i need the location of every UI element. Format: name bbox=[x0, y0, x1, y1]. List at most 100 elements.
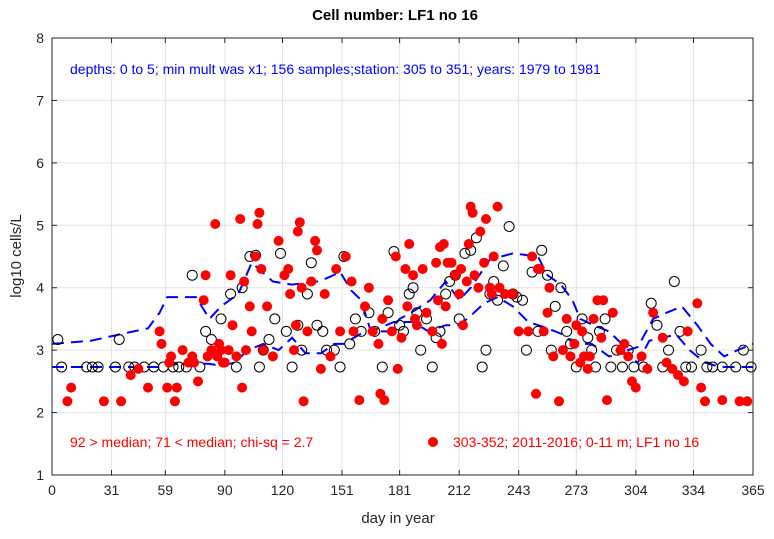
recent-point bbox=[298, 396, 309, 407]
historic-point bbox=[305, 257, 317, 269]
recent-point bbox=[237, 382, 248, 393]
recent-point bbox=[306, 276, 317, 287]
historic-point bbox=[334, 361, 346, 373]
recent-point bbox=[354, 395, 365, 406]
recent-point bbox=[396, 332, 407, 343]
recent-point bbox=[400, 264, 411, 274]
recent-point bbox=[602, 395, 612, 406]
y-tick-label: 8 bbox=[36, 30, 44, 46]
recent-point bbox=[440, 301, 451, 312]
historic-point bbox=[599, 313, 611, 325]
recent-point bbox=[561, 313, 572, 324]
chart-title: Cell number: LF1 no 16 bbox=[312, 7, 478, 24]
top-annotation: depths: 0 to 5; min mult was x1; 156 sam… bbox=[70, 61, 601, 77]
historic-point bbox=[344, 338, 356, 350]
x-tick-label: 365 bbox=[741, 482, 765, 498]
recent-point bbox=[523, 326, 534, 337]
historic-point bbox=[382, 307, 394, 319]
recent-point bbox=[479, 257, 490, 268]
historic-point bbox=[109, 361, 121, 373]
historic-point bbox=[403, 288, 415, 300]
recent-point bbox=[216, 345, 226, 356]
recent-point bbox=[223, 345, 234, 356]
y-tick-label: 1 bbox=[36, 467, 44, 483]
historic-point bbox=[663, 344, 674, 356]
historic-point bbox=[426, 361, 438, 373]
recent-point bbox=[315, 363, 326, 374]
recent-point bbox=[360, 301, 370, 312]
historic-point bbox=[616, 361, 628, 373]
historic-point bbox=[695, 344, 707, 356]
recent-point bbox=[348, 326, 359, 337]
recent-point bbox=[267, 351, 278, 362]
recent-point bbox=[569, 338, 580, 349]
historic-point bbox=[561, 325, 573, 337]
historic-point bbox=[459, 247, 471, 259]
historic-point bbox=[407, 282, 419, 294]
historic-point bbox=[480, 344, 492, 356]
historic-point bbox=[605, 361, 617, 373]
plot-frame bbox=[51, 37, 754, 476]
x-tick-label: 243 bbox=[507, 482, 531, 498]
recent-point bbox=[262, 301, 273, 312]
recent-point bbox=[171, 382, 182, 393]
recent-point bbox=[302, 326, 313, 337]
recent-point bbox=[292, 226, 303, 237]
legend-label: 303-352; 2011-2016; 0-11 m; LF1 no 16 bbox=[453, 434, 699, 450]
recent-point bbox=[392, 363, 403, 374]
recent-point bbox=[312, 245, 322, 256]
historic-point bbox=[286, 361, 298, 373]
recent-point bbox=[402, 301, 413, 312]
historic-point bbox=[92, 361, 104, 373]
recent-point bbox=[461, 276, 472, 287]
recent-point bbox=[408, 270, 419, 281]
median-lines bbox=[51, 252, 754, 368]
historic-point bbox=[376, 361, 388, 373]
recent-point bbox=[116, 396, 127, 407]
median-line bbox=[51, 252, 754, 358]
historic-point bbox=[492, 294, 504, 306]
recent-point bbox=[623, 351, 634, 362]
recent-point bbox=[433, 295, 443, 306]
recent-point bbox=[692, 298, 703, 309]
historic-point bbox=[280, 325, 292, 337]
y-tick-label: 6 bbox=[36, 155, 44, 171]
bottom-left-annotation: 92 > median; 71 < median; chi-sq = 2.7 bbox=[70, 434, 313, 450]
recent-point bbox=[335, 326, 346, 337]
historic-point bbox=[549, 300, 561, 312]
recent-point bbox=[548, 351, 559, 362]
historic-point bbox=[253, 361, 265, 373]
recent-point bbox=[169, 396, 180, 407]
recent-point bbox=[446, 257, 457, 268]
historic-point bbox=[317, 325, 329, 337]
legend-marker bbox=[428, 437, 438, 447]
historic-point bbox=[730, 361, 742, 373]
recent-point bbox=[438, 239, 449, 249]
recent-point bbox=[717, 395, 728, 406]
recent-points bbox=[62, 201, 753, 407]
recent-point bbox=[475, 226, 486, 237]
recent-point bbox=[340, 251, 351, 262]
historic-point bbox=[311, 319, 323, 331]
historic-point bbox=[52, 334, 64, 345]
historic-point bbox=[716, 361, 728, 373]
recent-point bbox=[219, 357, 230, 368]
y-tick-label: 5 bbox=[36, 217, 44, 233]
recent-point bbox=[367, 326, 378, 337]
recent-point bbox=[527, 251, 538, 262]
recent-point bbox=[98, 396, 109, 407]
recent-point bbox=[678, 376, 689, 387]
historic-point bbox=[745, 361, 757, 373]
historic-point bbox=[651, 319, 663, 331]
recent-point bbox=[331, 264, 342, 274]
historic-point bbox=[415, 344, 427, 356]
recent-point bbox=[598, 295, 609, 306]
recent-point bbox=[273, 235, 284, 246]
historic-point bbox=[517, 294, 528, 306]
recent-point bbox=[379, 395, 390, 406]
y-tick-label: 3 bbox=[36, 342, 44, 358]
historic-point bbox=[668, 276, 680, 287]
recent-point bbox=[700, 396, 710, 407]
recent-point bbox=[290, 320, 301, 331]
recent-point bbox=[542, 307, 553, 318]
